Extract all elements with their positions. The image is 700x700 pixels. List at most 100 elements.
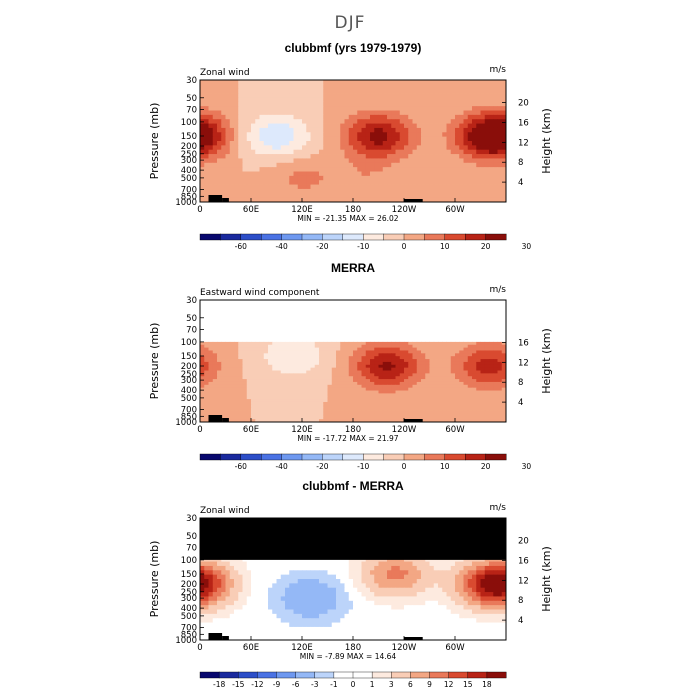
contour-cell — [272, 101, 277, 107]
contour-cell — [361, 353, 367, 357]
contour-cell — [289, 413, 294, 417]
contour-cell — [310, 132, 316, 138]
contour-cell — [234, 390, 239, 394]
contour-cell — [501, 376, 507, 380]
contour-cell — [200, 127, 205, 133]
contour-cell — [348, 410, 354, 414]
contour-cell — [480, 101, 486, 107]
contour-cell — [365, 123, 371, 129]
contour-cell — [344, 370, 350, 374]
contour-cell — [382, 390, 388, 394]
contour-cell — [259, 381, 265, 386]
contour-cell — [433, 110, 439, 116]
contour-cell — [289, 110, 294, 116]
contour-cell — [200, 399, 205, 403]
contour-cell — [340, 359, 345, 363]
contour-cell — [365, 367, 371, 371]
contour-cell — [387, 376, 392, 380]
contour-cell — [272, 419, 277, 423]
contour-cell — [429, 167, 435, 172]
contour-cell — [310, 80, 316, 85]
contour-cell — [251, 149, 256, 155]
contour-cell — [421, 373, 426, 377]
contour-cell — [238, 361, 243, 366]
contour-cell — [480, 410, 486, 414]
contour-cell — [374, 341, 379, 346]
pressure-tick-label: 850 — [181, 412, 197, 422]
contour-cell — [297, 106, 303, 111]
contour-cell — [344, 387, 350, 391]
contour-cell — [399, 381, 405, 386]
contour-cell — [412, 367, 418, 371]
contour-cell — [246, 361, 252, 366]
contour-cell — [310, 356, 316, 360]
contour-cell — [246, 97, 252, 103]
contour-cell — [276, 158, 282, 164]
contour-cell — [306, 123, 311, 129]
contour-cell — [497, 171, 503, 177]
contour-cell — [489, 149, 494, 155]
contour-cell — [302, 353, 307, 357]
contour-cell — [331, 407, 337, 411]
contour-cell — [276, 123, 282, 129]
contour-cell — [289, 364, 294, 369]
x-tick-label: 180 — [345, 205, 361, 215]
contour-cell — [378, 136, 384, 142]
contour-cell — [327, 419, 333, 423]
contour-cell — [289, 367, 294, 371]
contour-cell — [365, 119, 371, 124]
contour-cell — [336, 80, 341, 85]
contour-cell — [297, 376, 303, 380]
contour-cell — [497, 80, 503, 85]
contour-cell — [399, 361, 405, 366]
contour-cell — [344, 119, 350, 124]
contour-cell — [459, 387, 464, 391]
contour-cell — [221, 175, 226, 181]
contour-cell — [221, 350, 226, 354]
contour-cell — [348, 80, 354, 85]
contour-cell — [399, 407, 405, 411]
contour-cell — [251, 188, 256, 194]
contour-cell — [455, 145, 460, 151]
contour-cell — [217, 404, 222, 409]
contour-cell — [302, 162, 307, 168]
contour-cell — [425, 132, 430, 138]
contour-cell — [212, 353, 218, 357]
contour-cell — [340, 407, 345, 411]
contour-cell — [268, 132, 273, 138]
contour-cell — [251, 384, 256, 389]
contour-cell — [310, 110, 316, 116]
colorbar-tick-label: -60 — [235, 242, 247, 251]
contour-cell — [289, 347, 294, 351]
contour-cell — [314, 141, 320, 146]
contour-cell — [268, 197, 273, 203]
topography-bar — [222, 418, 229, 422]
contour-cell — [467, 410, 473, 414]
contour-cell — [467, 356, 473, 360]
contour-cell — [357, 175, 362, 181]
contour-cell — [446, 396, 452, 400]
contour-cell — [200, 379, 205, 383]
contour-cell — [344, 401, 350, 406]
contour-cell — [387, 127, 392, 133]
contour-cell — [391, 384, 396, 389]
contour-cell — [327, 364, 333, 369]
contour-cell — [263, 359, 269, 363]
contour-cell — [412, 373, 418, 377]
contour-cell — [399, 399, 405, 403]
contour-cell — [306, 162, 311, 168]
contour-cell — [353, 404, 358, 409]
contour-cell — [382, 376, 388, 380]
contour-cell — [234, 162, 239, 168]
contour-cell — [306, 379, 311, 383]
contour-cell — [336, 370, 341, 374]
contour-cell — [314, 154, 320, 159]
contour-cell — [404, 114, 409, 120]
contour-cell — [484, 84, 490, 90]
contour-cell — [416, 373, 422, 377]
contour-cell — [408, 80, 413, 85]
contour-cell — [501, 353, 507, 357]
contour-cell — [221, 193, 226, 199]
contour-cell — [442, 175, 447, 181]
contour-cell — [425, 347, 430, 351]
